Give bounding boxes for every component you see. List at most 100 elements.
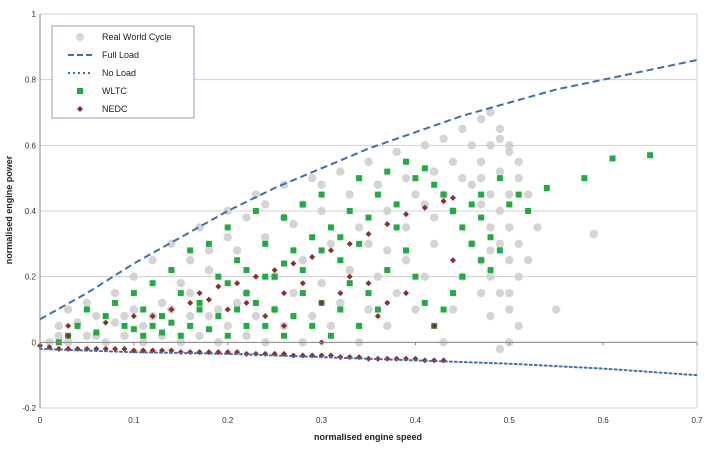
data-point	[514, 173, 523, 183]
data-point	[309, 253, 316, 260]
data-point	[63, 305, 73, 314]
data-point	[337, 306, 344, 313]
data-point	[467, 141, 476, 150]
data-point	[346, 280, 353, 287]
data-point	[365, 214, 372, 221]
data-point	[224, 280, 231, 287]
data-point	[82, 331, 92, 340]
data-point	[364, 239, 373, 249]
data-point	[403, 290, 410, 297]
data-point	[401, 223, 411, 232]
data-point	[243, 299, 250, 306]
data-point	[505, 190, 514, 199]
data-point	[262, 322, 269, 329]
data-point	[290, 313, 297, 320]
x-tick-label: 0.5	[504, 416, 516, 425]
data-point	[215, 313, 222, 320]
data-point	[448, 305, 458, 314]
legend: Real World Cycle Full Load No Load WLTC NEDC	[51, 25, 195, 119]
data-point	[440, 198, 447, 205]
data-point	[514, 157, 523, 166]
x-tick-label: 0.6	[598, 416, 610, 425]
data-point	[177, 290, 184, 297]
data-point	[289, 288, 298, 298]
x-axis-title: normalised engine speed	[314, 432, 422, 442]
series-no-load	[39, 347, 698, 377]
data-point	[327, 332, 334, 339]
data-point	[281, 332, 288, 339]
data-point	[495, 167, 505, 176]
data-point	[129, 305, 139, 314]
data-point	[393, 224, 400, 231]
data-point	[307, 173, 317, 183]
data-point	[543, 185, 550, 192]
data-point	[421, 299, 428, 306]
data-point	[196, 306, 203, 313]
data-point	[159, 313, 166, 320]
x-tick-label: 0.4	[410, 416, 422, 425]
data-point	[317, 279, 326, 288]
legend-label: Real World Cycle	[102, 32, 171, 42]
data-point	[449, 257, 456, 264]
data-point	[215, 283, 222, 290]
data-point	[505, 305, 514, 314]
y-tick-label: 0.4	[25, 207, 37, 216]
data-point	[486, 190, 495, 199]
data-point	[495, 134, 505, 143]
data-point	[130, 290, 137, 297]
data-point	[307, 311, 317, 321]
data-point	[318, 191, 325, 198]
data-point	[298, 256, 307, 265]
data-point	[271, 306, 278, 313]
data-point	[327, 224, 334, 231]
data-point	[83, 306, 90, 313]
data-point	[223, 206, 232, 216]
data-point	[159, 329, 166, 336]
data-point	[185, 288, 195, 298]
data-point	[54, 321, 63, 331]
data-point	[121, 322, 128, 329]
data-point	[384, 168, 391, 175]
data-point	[515, 191, 522, 198]
data-point	[223, 321, 232, 331]
data-point	[468, 240, 475, 247]
data-point	[102, 313, 109, 320]
data-point	[449, 208, 456, 214]
data-point	[196, 299, 203, 306]
data-point	[196, 290, 203, 297]
data-point	[487, 267, 494, 274]
data-point	[252, 208, 259, 214]
data-point	[495, 206, 505, 216]
data-point	[120, 331, 129, 340]
data-point	[476, 114, 486, 124]
data-point	[505, 147, 514, 157]
data-point	[486, 311, 495, 321]
data-point	[82, 298, 92, 308]
data-point	[476, 173, 486, 183]
data-point	[65, 332, 72, 339]
data-point	[157, 298, 167, 308]
data-point	[289, 219, 298, 229]
data-point	[214, 305, 223, 314]
data-point	[290, 260, 297, 267]
data-point	[110, 318, 120, 327]
legend-label: Full Load	[102, 50, 139, 60]
data-point	[337, 234, 344, 241]
data-point	[195, 331, 204, 340]
x-tick-label: 0.1	[128, 416, 140, 425]
data-point	[243, 322, 250, 329]
data-point	[346, 208, 353, 214]
data-point	[336, 167, 345, 176]
data-point	[148, 256, 157, 265]
data-point	[234, 257, 241, 264]
data-point	[326, 239, 336, 249]
data-point	[430, 239, 439, 249]
data-point	[129, 272, 139, 281]
data-point	[261, 233, 270, 242]
data-point	[420, 200, 430, 209]
data-point	[252, 273, 259, 280]
series-full-load	[39, 59, 698, 321]
data-point	[65, 322, 72, 329]
data-point	[204, 246, 214, 255]
